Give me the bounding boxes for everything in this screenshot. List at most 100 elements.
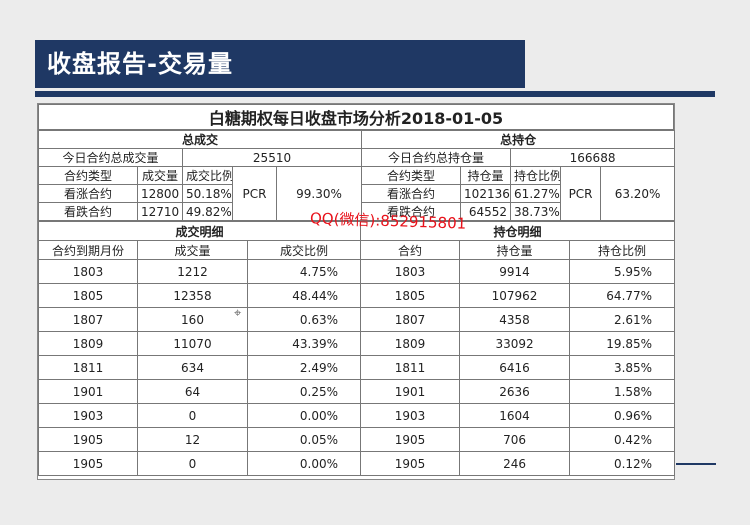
oi-detail-col-amount: 持仓量: [459, 240, 571, 260]
oi-col-amount: 持仓量: [460, 166, 512, 185]
summary-table: 总成交 总持仓 今日合约总成交量 25510 今日合约总持仓量 166688 合…: [37, 130, 676, 221]
volume-detail-amount: 1212: [137, 259, 248, 284]
volume-detail-ratio: 0.25%: [246, 379, 362, 404]
decorative-line: [676, 463, 716, 465]
volume-col-type: 合约类型: [38, 166, 138, 185]
volume-detail-ratio: 4.75%: [246, 259, 362, 284]
volume-call-label: 看涨合约: [38, 184, 138, 203]
volume-detail-ratio: 0.00%: [246, 403, 362, 428]
volume-detail-amount: 12358: [137, 283, 248, 308]
volume-detail-amount: 11070: [137, 331, 248, 356]
volume-detail-month: 1905: [38, 451, 138, 476]
table-row: 1901 64 0.25% 1901 2636 1.58%: [38, 379, 676, 404]
report-title-table: 白糖期权每日收盘市场分析2018-01-05: [38, 104, 674, 130]
oi-pcr-value: 63.20%: [600, 166, 676, 221]
volume-detail-month: 1903: [38, 403, 138, 428]
volume-col-amount: 成交量: [137, 166, 183, 185]
oi-detail-ratio: 0.12%: [569, 451, 676, 476]
oi-detail-contract: 1903: [360, 403, 461, 428]
volume-detail-ratio: 0.05%: [246, 427, 362, 452]
volume-pcr-label: PCR: [232, 166, 277, 221]
oi-detail-amount: 6416: [459, 355, 571, 380]
volume-detail-ratio: 0.63%: [246, 307, 362, 332]
table-row: 1809 11070 43.39% 1809 33092 19.85%: [38, 331, 676, 356]
oi-detail-contract: 1901: [360, 379, 461, 404]
volume-detail-col-amount: 成交量: [137, 240, 248, 260]
oi-col-ratio: 持仓比例: [510, 166, 562, 185]
oi-detail-contract: 1807: [360, 307, 461, 332]
table-row: 1805 12358 48.44% 1805 107962 64.77%: [38, 283, 676, 308]
volume-detail-month: 1805: [38, 283, 138, 308]
table-row: 1905 12 0.05% 1905 706 0.42%: [38, 427, 676, 452]
volume-detail-amount: 64: [137, 379, 248, 404]
oi-detail-contract: 1905: [360, 451, 461, 476]
volume-detail-ratio: 2.49%: [246, 355, 362, 380]
volume-call-ratio: 50.18%: [182, 184, 233, 203]
volume-detail-ratio: 48.44%: [246, 283, 362, 308]
volume-detail-col-month: 合约到期月份: [38, 240, 138, 260]
oi-detail-contract: 1809: [360, 331, 461, 356]
oi-total-value: 166688: [510, 148, 676, 167]
table-row: 1807 160 0.63% 1807 4358 2.61%: [38, 307, 676, 332]
oi-call-ratio: 61.27%: [510, 184, 562, 203]
oi-detail-col-ratio: 持仓比例: [569, 240, 676, 260]
oi-detail-ratio: 5.95%: [569, 259, 676, 284]
oi-detail-heading: 持仓明细: [360, 221, 676, 241]
oi-col-type: 合约类型: [361, 166, 462, 185]
oi-detail-ratio: 0.96%: [569, 403, 676, 428]
table-row: 1803 1212 4.75% 1803 9914 5.95%: [38, 259, 676, 284]
oi-put-ratio: 38.73%: [510, 202, 562, 221]
volume-detail-month: 1811: [38, 355, 138, 380]
oi-pcr-label: PCR: [560, 166, 602, 221]
oi-detail-amount: 4358: [459, 307, 571, 332]
oi-detail-contract: 1805: [360, 283, 461, 308]
volume-detail-amount: 12: [137, 427, 248, 452]
volume-detail-col-ratio: 成交比例: [246, 240, 362, 260]
oi-detail-contract: 1803: [360, 259, 461, 284]
volume-detail-amount: 0: [137, 451, 248, 476]
oi-detail-contract: 1811: [360, 355, 461, 380]
volume-pcr-value: 99.30%: [275, 166, 363, 221]
oi-detail-ratio: 0.42%: [569, 427, 676, 452]
oi-detail-ratio: 64.77%: [569, 283, 676, 308]
oi-detail-amount: 706: [459, 427, 571, 452]
oi-put-label: 看跌合约: [361, 202, 462, 221]
oi-detail-amount: 9914: [459, 259, 571, 284]
table-row: 1903 0 0.00% 1903 1604 0.96%: [38, 403, 676, 428]
volume-detail-month: 1905: [38, 427, 138, 452]
oi-put-amount: 64552: [460, 202, 512, 221]
volume-detail-amount: 0: [137, 403, 248, 428]
volume-detail-heading: 成交明细: [37, 221, 362, 241]
volume-section-heading: 总成交: [37, 130, 363, 149]
volume-detail-month: 1901: [38, 379, 138, 404]
oi-call-label: 看涨合约: [361, 184, 462, 203]
oi-detail-amount: 246: [459, 451, 571, 476]
oi-section-heading: 总持仓: [361, 130, 676, 149]
volume-detail-month: 1807: [38, 307, 138, 332]
title-underline: [35, 91, 715, 97]
volume-total-value: 25510: [181, 148, 363, 167]
volume-total-label: 今日合约总成交量: [38, 148, 183, 167]
table-row: 1905 0 0.00% 1905 246 0.12%: [38, 451, 676, 476]
oi-total-label: 今日合约总持仓量: [361, 148, 512, 167]
report-table: 白糖期权每日收盘市场分析2018-01-05 总成交 总持仓 今日合约总成交量 …: [37, 103, 676, 480]
detail-table: 成交明细 持仓明细 合约到期月份 成交量 成交比例 合约 持仓量 持仓比例 18…: [37, 221, 676, 476]
oi-detail-ratio: 3.85%: [569, 355, 676, 380]
oi-detail-col-contract: 合约: [360, 240, 461, 260]
volume-detail-ratio: 43.39%: [246, 331, 362, 356]
report-title: 白糖期权每日收盘市场分析2018-01-05: [38, 104, 674, 130]
oi-detail-contract: 1905: [360, 427, 461, 452]
volume-put-amount: 12710: [137, 202, 183, 221]
oi-detail-amount: 33092: [459, 331, 571, 356]
volume-detail-amount: 634: [137, 355, 248, 380]
volume-detail-month: 1803: [38, 259, 138, 284]
volume-call-amount: 12800: [137, 184, 183, 203]
oi-detail-ratio: 1.58%: [569, 379, 676, 404]
volume-detail-ratio: 0.00%: [246, 451, 362, 476]
table-row: 1811 634 2.49% 1811 6416 3.85%: [38, 355, 676, 380]
volume-col-ratio: 成交比例: [182, 166, 233, 185]
volume-detail-amount: 160: [137, 307, 248, 332]
cursor-icon: ⌖: [234, 306, 242, 321]
slide-title: 收盘报告-交易量: [35, 40, 525, 88]
oi-call-amount: 102136: [460, 184, 512, 203]
